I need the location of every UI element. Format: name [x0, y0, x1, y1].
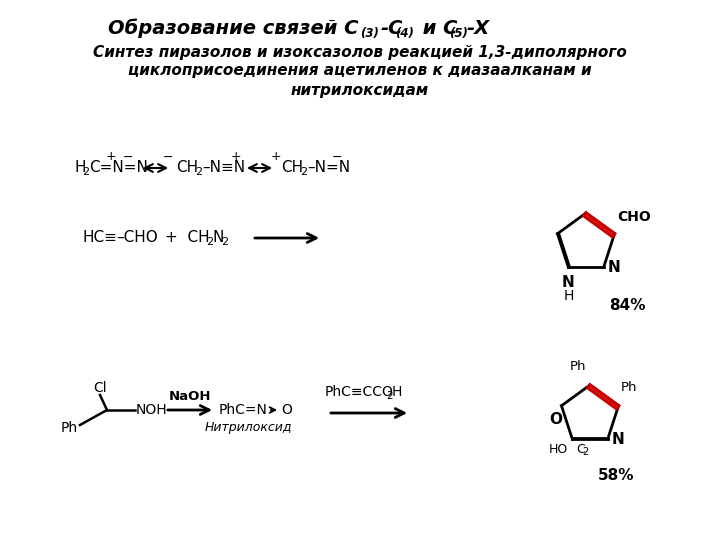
Text: Синтез пиразолов и изоксазолов реакцией 1,3-диполярного: Синтез пиразолов и изоксазолов реакцией … — [93, 44, 627, 59]
Text: 2: 2 — [386, 391, 392, 401]
Text: NOH: NOH — [136, 403, 168, 417]
Text: 2: 2 — [300, 167, 307, 177]
Text: H: H — [75, 160, 86, 176]
Text: C=N=N: C=N=N — [89, 160, 148, 176]
Text: нитрилоксидам: нитрилоксидам — [291, 83, 429, 98]
Text: +: + — [230, 151, 241, 164]
Text: CH: CH — [281, 160, 303, 176]
Text: 2: 2 — [195, 167, 202, 177]
Text: Ph: Ph — [621, 381, 637, 394]
Text: 84%: 84% — [608, 298, 645, 313]
Text: H: H — [392, 385, 402, 399]
Text: +  CH: + CH — [165, 231, 210, 246]
Text: CH: CH — [176, 160, 198, 176]
Text: (3): (3) — [360, 28, 379, 40]
Text: N: N — [608, 260, 621, 275]
Text: +: + — [106, 151, 117, 164]
Text: –N≡N: –N≡N — [202, 160, 245, 176]
Text: HO: HO — [549, 443, 568, 456]
Text: -С: -С — [381, 18, 403, 37]
Text: –CHO: –CHO — [116, 231, 158, 246]
Text: −: − — [122, 151, 133, 164]
Text: H: H — [563, 289, 574, 303]
Text: Ph: Ph — [570, 360, 586, 373]
Text: 58%: 58% — [598, 468, 634, 483]
Text: 2: 2 — [82, 167, 89, 177]
Text: −: − — [332, 151, 342, 164]
Text: CHO: CHO — [618, 210, 652, 224]
Text: 2: 2 — [206, 237, 213, 247]
Text: (5): (5) — [449, 28, 468, 40]
Text: C: C — [577, 443, 585, 456]
Text: PhC≡CCO: PhC≡CCO — [325, 385, 394, 399]
Text: PhC=N: PhC=N — [219, 403, 268, 417]
Text: −: − — [163, 151, 174, 164]
Text: 2: 2 — [221, 237, 228, 247]
Text: (4): (4) — [395, 28, 414, 40]
Text: O: O — [549, 411, 562, 427]
Text: O: O — [281, 403, 292, 417]
Text: -Х: -Х — [467, 18, 490, 37]
Text: Cl: Cl — [93, 381, 107, 395]
Text: NaOH: NaOH — [168, 389, 211, 402]
Text: 2: 2 — [582, 447, 589, 457]
Text: и С: и С — [416, 18, 457, 37]
Text: Образование связей С: Образование связей С — [107, 18, 358, 38]
Text: –N=N: –N=N — [307, 160, 350, 176]
Text: +: + — [271, 151, 282, 164]
Text: N: N — [562, 275, 575, 291]
Text: Нитрилоксид: Нитрилоксид — [204, 422, 292, 435]
Text: HC≡: HC≡ — [83, 231, 118, 246]
Text: циклоприсоединения ацетиленов к диазаалканам и: циклоприсоединения ацетиленов к диазаалк… — [128, 64, 592, 78]
Text: N: N — [212, 231, 223, 246]
Text: N: N — [611, 432, 624, 447]
Text: Ph: Ph — [61, 421, 78, 435]
